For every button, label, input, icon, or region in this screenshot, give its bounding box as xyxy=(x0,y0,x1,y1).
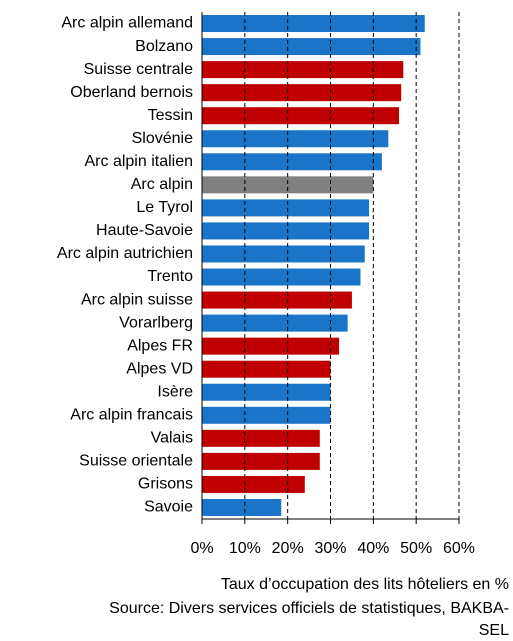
bar xyxy=(202,84,402,102)
bar xyxy=(202,15,425,33)
y-tick-label: Alpes FR xyxy=(127,337,193,354)
y-tick-label: Savoie xyxy=(144,499,193,516)
y-tick-label: Arc alpin allemand xyxy=(61,15,193,32)
y-tick-label: Arc alpin autrichien xyxy=(57,245,193,262)
y-tick-label: Suisse centrale xyxy=(84,61,193,78)
y-tick-label: Arc alpin italien xyxy=(85,153,194,170)
y-tick-label: Valais xyxy=(151,430,193,447)
y-tick-label: Suisse orientale xyxy=(79,453,193,470)
bar xyxy=(202,498,282,516)
bar xyxy=(202,406,331,424)
bar xyxy=(202,291,352,309)
x-tick-label: 10% xyxy=(229,540,261,557)
bar xyxy=(202,61,404,79)
x-tick-label: 0% xyxy=(190,540,213,557)
y-tick-label: Tessin xyxy=(148,107,193,124)
y-tick-label: Haute-Savoie xyxy=(96,222,193,239)
bar xyxy=(202,429,320,447)
y-tick-label: Oberland bernois xyxy=(70,84,193,101)
y-tick-label: Bolzano xyxy=(135,38,193,55)
source: SEL xyxy=(479,622,509,639)
y-tick-label: Arc alpin xyxy=(131,176,193,193)
y-tick-label: Alpes VD xyxy=(126,360,193,377)
y-tick-label: Grisons xyxy=(138,476,193,493)
x-tick-label: 40% xyxy=(357,540,389,557)
y-tick-label: Slovénie xyxy=(132,130,193,147)
bar xyxy=(202,130,389,148)
bar xyxy=(202,475,305,493)
bar xyxy=(202,107,400,125)
bar xyxy=(202,337,340,355)
bar xyxy=(202,199,370,217)
x-tick-label: 20% xyxy=(272,540,304,557)
y-tick-label: Vorarlberg xyxy=(119,314,193,331)
x-axis-label: Taux d’occupation des lits hôteliers en … xyxy=(221,576,509,593)
x-tick-label: 30% xyxy=(314,540,346,557)
y-tick-label: Le Tyrol xyxy=(136,199,193,216)
y-tick-label: Arc alpin suisse xyxy=(81,291,193,308)
bar xyxy=(202,268,361,286)
bar xyxy=(202,38,421,56)
source: Source: Divers services officiels de sta… xyxy=(109,600,509,617)
bar xyxy=(202,314,348,332)
x-tick-label: 50% xyxy=(400,540,432,557)
bar xyxy=(202,245,365,263)
bar xyxy=(202,360,331,378)
bar xyxy=(202,153,382,171)
y-tick-label: Arc alpin francais xyxy=(70,407,193,424)
y-tick-label: Trento xyxy=(147,268,193,285)
x-tick-label: 60% xyxy=(443,540,475,557)
bar xyxy=(202,383,331,401)
y-tick-label: Isère xyxy=(157,383,193,400)
bar xyxy=(202,452,320,470)
bar xyxy=(202,222,370,240)
